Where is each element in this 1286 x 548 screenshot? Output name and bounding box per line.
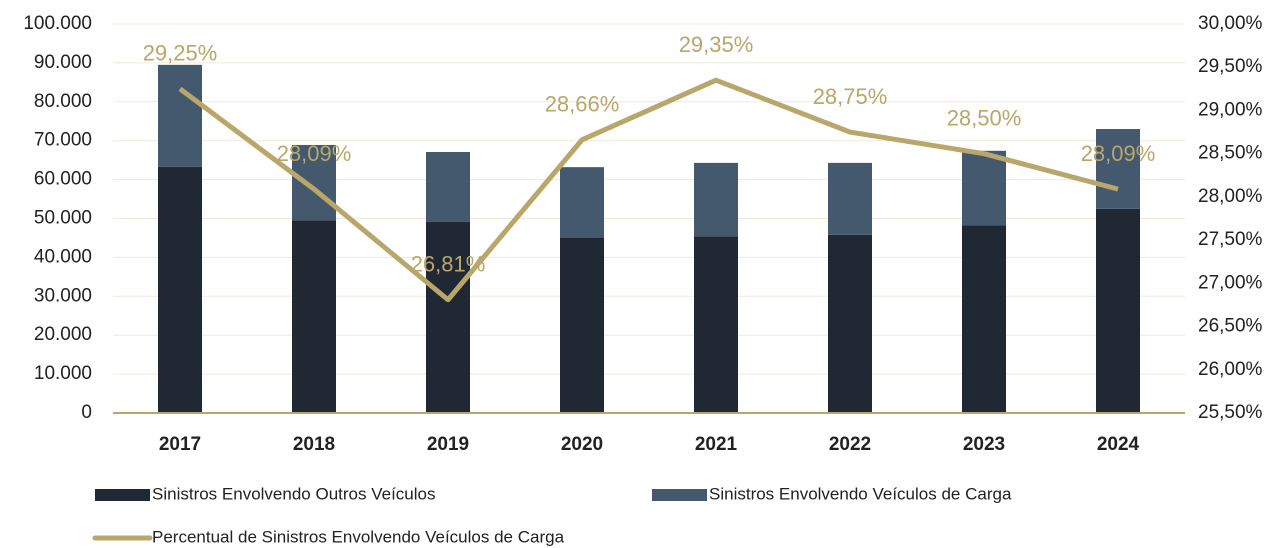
legend-label: Sinistros Envolvendo Veículos de Carga: [709, 484, 1012, 503]
y-tick-label: 30.000: [34, 285, 92, 306]
x-tick-label: 2021: [695, 434, 738, 455]
bar: [426, 151, 470, 222]
bar: [962, 225, 1006, 413]
y-tick-label: 10.000: [34, 363, 92, 384]
x-tick-label: 2022: [829, 434, 871, 455]
y2-tick-label: 28,00%: [1198, 186, 1263, 207]
y2-tick-label: 27,00%: [1198, 272, 1263, 293]
bar: [560, 237, 604, 413]
y2-tick-label: 25,50%: [1198, 402, 1263, 423]
bar: [292, 144, 336, 221]
y2-tick-label: 27,50%: [1198, 229, 1263, 250]
y-tick-label: 20.000: [34, 324, 92, 345]
bar: [694, 162, 738, 237]
y2-tick-label: 29,00%: [1198, 99, 1263, 120]
data-label: 28,09%: [277, 141, 352, 166]
bar: [962, 150, 1006, 226]
bar: [426, 221, 470, 413]
y-tick-label: 60.000: [34, 169, 92, 190]
legend-swatch: [95, 489, 150, 501]
data-label: 29,25%: [143, 41, 218, 66]
data-label: 28,50%: [947, 105, 1022, 130]
y2-tick-label: 26,50%: [1198, 316, 1263, 337]
y2-tick-label: 26,00%: [1198, 359, 1263, 380]
y-tick-label: 90.000: [34, 52, 92, 73]
bar: [694, 236, 738, 413]
bar: [560, 167, 604, 238]
x-tick-label: 2020: [561, 434, 603, 455]
legend-label: Sinistros Envolvendo Outros Veículos: [152, 484, 435, 503]
y-tick-label: 40.000: [34, 246, 92, 267]
bar: [158, 64, 202, 167]
data-label: 29,35%: [679, 32, 754, 57]
bar: [1096, 129, 1140, 209]
bar: [158, 166, 202, 413]
y2-tick-label: 30,00%: [1198, 13, 1263, 34]
y-tick-label: 70.000: [34, 130, 92, 151]
data-label: 28,09%: [1081, 141, 1156, 166]
data-label: 26,81%: [411, 252, 486, 277]
legend-label: Percentual de Sinistros Envolvendo Veícu…: [152, 527, 565, 546]
line: [178, 77, 1119, 303]
x-tick-label: 2023: [963, 434, 1005, 455]
y2-tick-label: 28,50%: [1198, 143, 1263, 164]
bar: [1096, 208, 1140, 413]
bar: [292, 220, 336, 413]
y-tick-label: 50.000: [34, 208, 92, 229]
y2-tick-label: 29,50%: [1198, 56, 1263, 77]
data-label: 28,66%: [545, 92, 620, 117]
legend-swatch: [652, 489, 707, 501]
y-tick-label: 100.000: [23, 13, 92, 34]
bar: [828, 234, 872, 413]
x-tick-label: 2019: [427, 434, 469, 455]
x-tick-label: 2024: [1097, 434, 1140, 455]
x-tick-label: 2018: [293, 434, 335, 455]
x-tick-label: 2017: [159, 434, 201, 455]
bar: [828, 162, 872, 235]
data-label: 28,75%: [813, 84, 888, 109]
y-tick-label: 0: [81, 402, 92, 423]
y-tick-label: 80.000: [34, 91, 92, 112]
